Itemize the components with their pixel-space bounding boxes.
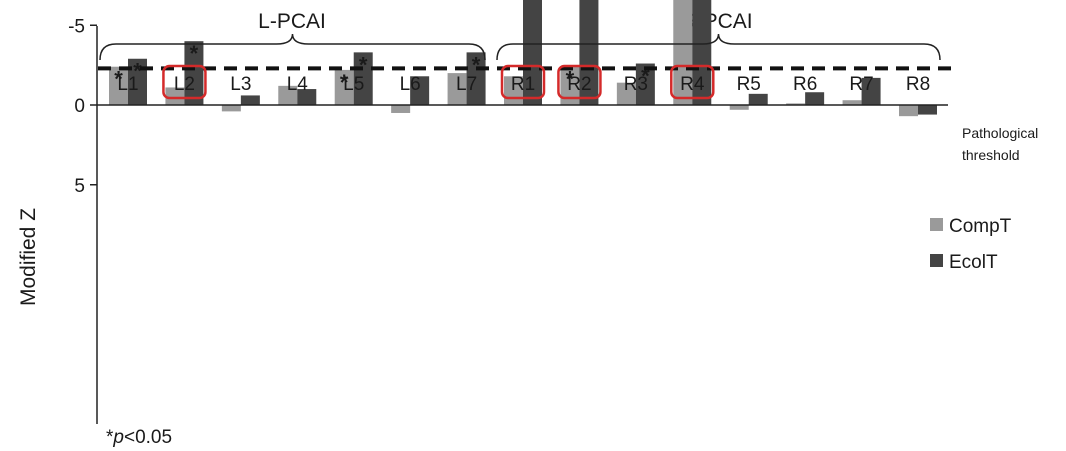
category-label-l7: L7 xyxy=(456,74,477,95)
category-label-r7: R7 xyxy=(849,74,873,95)
highlight-box-r1 xyxy=(500,64,546,100)
bar-compt-l4 xyxy=(278,85,298,105)
bar-compt-l5 xyxy=(334,69,354,105)
category-label-l4: L4 xyxy=(287,74,309,95)
legend: CompT EcolT xyxy=(930,216,1012,273)
bar-compt-r6 xyxy=(786,103,806,105)
legend-label-ecolt: EcolT xyxy=(949,252,998,273)
significance-star: * xyxy=(472,52,481,77)
bar-compt-l7 xyxy=(447,73,467,105)
note-star: * xyxy=(106,427,114,448)
y-tick-label: -5 xyxy=(68,16,85,37)
significance-star: * xyxy=(114,67,123,92)
bar-ecolt-r7 xyxy=(861,77,881,105)
bar-compt-l6 xyxy=(391,105,411,113)
y-axis-title: Modified Z xyxy=(17,208,40,306)
brace-right-group xyxy=(496,33,941,61)
bar-ecolt-r3 xyxy=(635,63,655,105)
bar-compt-r4 xyxy=(673,0,693,105)
bar-ecolt-l7 xyxy=(466,52,486,105)
bar-compt-r3 xyxy=(616,82,636,105)
bar-ecolt-l2 xyxy=(184,41,204,105)
bar-ecolt-r8 xyxy=(918,105,937,115)
bar-ecolt-l4 xyxy=(297,89,317,105)
category-label-r4: R4 xyxy=(680,74,705,95)
bar-ecolt-r6 xyxy=(805,92,825,105)
brace-left-group xyxy=(99,33,486,61)
note-p: p xyxy=(112,427,124,448)
group-label-left: L-PCAI xyxy=(258,10,326,33)
category-label-r6: R6 xyxy=(793,74,817,95)
legend-swatch-ecolt xyxy=(930,254,943,267)
y-tick-label: 5 xyxy=(74,176,85,197)
significance-star: * xyxy=(566,67,575,92)
bar-ecolt-r2 xyxy=(579,0,599,105)
category-label-l2: L2 xyxy=(174,74,195,95)
category-label-l6: L6 xyxy=(400,74,421,95)
bar-compt-r5 xyxy=(729,105,749,110)
category-label-r2: R2 xyxy=(567,74,591,95)
bar-compt-r2 xyxy=(560,66,580,105)
bar-compt-l3 xyxy=(221,105,241,112)
bar-compt-r8 xyxy=(899,105,918,117)
legend-label-compt: CompT xyxy=(949,216,1012,237)
category-label-r3: R3 xyxy=(624,74,648,95)
significance-star: * xyxy=(190,41,199,66)
threshold-label-line2: threshold xyxy=(962,147,1020,163)
highlight-box-r2 xyxy=(557,64,602,100)
category-label-l3: L3 xyxy=(230,74,251,95)
legend-swatch-compt xyxy=(930,218,943,231)
bar-ecolt-l6 xyxy=(410,76,430,105)
significance-star: * xyxy=(359,52,368,77)
category-label-r5: R5 xyxy=(737,74,761,95)
bar-compt-l1 xyxy=(109,66,128,105)
bar-compt-l2 xyxy=(165,87,185,105)
bar-ecolt-r1 xyxy=(523,0,542,105)
category-label-l5: L5 xyxy=(343,74,364,95)
category-label-r8: R8 xyxy=(906,74,930,95)
bar-ecolt-l3 xyxy=(240,95,260,105)
significance-star: * xyxy=(133,59,142,84)
bar-ecolt-l5 xyxy=(353,52,373,105)
significance-star: * xyxy=(340,70,349,95)
y-tick-label: 0 xyxy=(74,96,85,117)
bar-ecolt-r4 xyxy=(692,0,712,105)
category-label-l1: L1 xyxy=(117,74,138,95)
bar-compt-r7 xyxy=(842,100,862,105)
category-label-r1: R1 xyxy=(511,74,535,95)
significance-note: *p<0.05 xyxy=(106,427,172,448)
threshold-label-line1: Pathological xyxy=(962,125,1038,141)
highlight-box-r4 xyxy=(670,64,715,100)
significance-star: * xyxy=(641,64,650,89)
note-rest: <0.05 xyxy=(124,427,172,448)
bar-ecolt-r5 xyxy=(748,93,768,105)
highlight-box-l2 xyxy=(162,64,207,100)
